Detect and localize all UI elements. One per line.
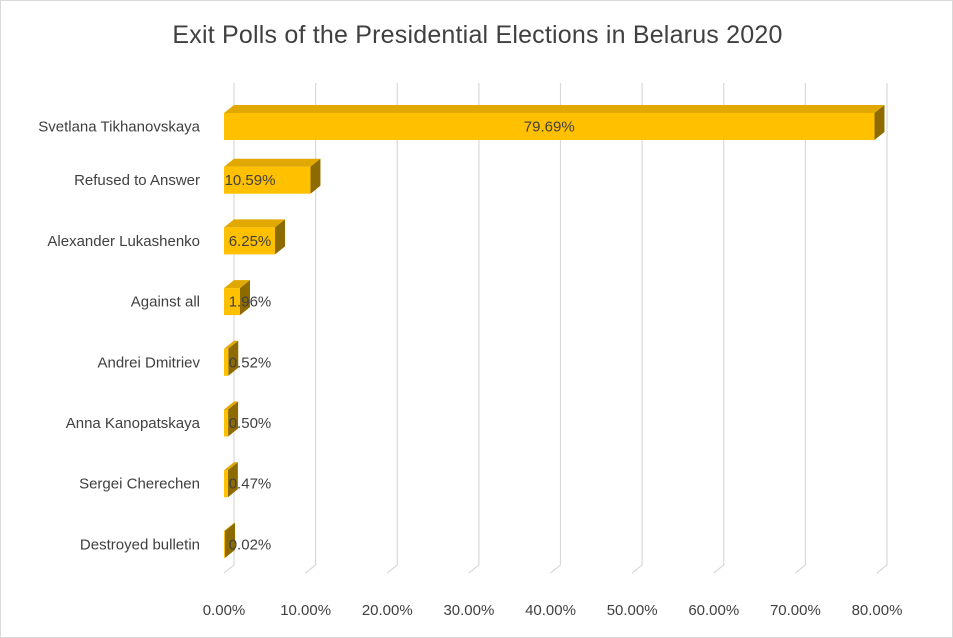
chart-title: Exit Polls of the Presidential Elections… <box>172 21 783 49</box>
bar-side-face <box>228 340 239 376</box>
bar <box>224 340 239 376</box>
bar <box>224 280 250 316</box>
category-label: Against all <box>131 294 200 311</box>
data-label: 0.50% <box>229 415 272 432</box>
x-tick-label: 0.00% <box>203 602 246 619</box>
gridline <box>223 83 235 574</box>
data-label: 1.96% <box>229 294 272 311</box>
gridline <box>631 83 643 574</box>
bar <box>224 522 235 558</box>
bar <box>224 462 238 498</box>
x-tick-label: 50.00% <box>607 602 658 619</box>
data-label: 0.02% <box>229 536 272 553</box>
data-label: 0.47% <box>229 476 272 493</box>
category-label: Andrei Dmitriev <box>97 354 200 371</box>
bar-top-face <box>224 401 239 410</box>
gridline <box>550 83 562 574</box>
bar-side-face <box>239 280 250 316</box>
data-label: 10.59% <box>225 172 276 189</box>
data-label: 79.69% <box>524 119 575 136</box>
bar-top-face <box>224 105 885 113</box>
category-label: Refused to Answer <box>74 172 200 189</box>
bar-front-face <box>224 166 311 194</box>
x-tick-label: 60.00% <box>688 602 739 619</box>
category-label: Svetlana Tikhanovskaya <box>38 119 200 136</box>
bar-side-face <box>310 158 321 194</box>
bar-front-face <box>224 227 276 255</box>
bar-front-face <box>224 530 225 558</box>
gridline <box>713 83 725 574</box>
bar <box>224 401 239 437</box>
bar-top-face <box>224 340 239 349</box>
x-tick-label: 80.00% <box>852 602 903 619</box>
bar-top-face <box>224 522 235 531</box>
x-tick-label: 10.00% <box>280 602 331 619</box>
x-tick-label: 20.00% <box>362 602 413 619</box>
x-tick-label: 30.00% <box>443 602 494 619</box>
category-label: Alexander Lukashenko <box>47 233 200 250</box>
gridline <box>386 83 398 574</box>
bar-top-face <box>224 219 286 228</box>
gridline <box>468 83 480 574</box>
bar-side-face <box>225 522 235 558</box>
bar <box>224 105 885 140</box>
bar-side-face <box>228 401 239 437</box>
gridline <box>795 83 806 574</box>
gridline <box>876 83 888 574</box>
category-label: Anna Kanopatskaya <box>66 415 201 432</box>
bar-front-face <box>224 409 229 437</box>
bar-side-face <box>874 105 885 140</box>
bar-front-face <box>224 348 229 376</box>
category-label: Destroyed bulletin <box>80 536 200 553</box>
bar-front-face <box>224 288 240 316</box>
x-tick-label: 40.00% <box>525 602 576 619</box>
category-label: Sergei Cherechen <box>79 476 200 493</box>
bar-top-face <box>224 462 238 471</box>
bar <box>224 219 286 255</box>
bar-front-face <box>224 113 875 140</box>
bar-side-face <box>275 219 286 255</box>
x-tick-label: 70.00% <box>770 602 821 619</box>
bar <box>224 158 321 194</box>
data-label: 6.25% <box>229 233 272 250</box>
bar-side-face <box>227 462 238 498</box>
bar-front-face <box>224 470 228 498</box>
bar-top-face <box>224 280 250 289</box>
bar-top-face <box>224 158 321 167</box>
gridline <box>305 83 317 574</box>
data-label: 0.52% <box>229 354 272 371</box>
